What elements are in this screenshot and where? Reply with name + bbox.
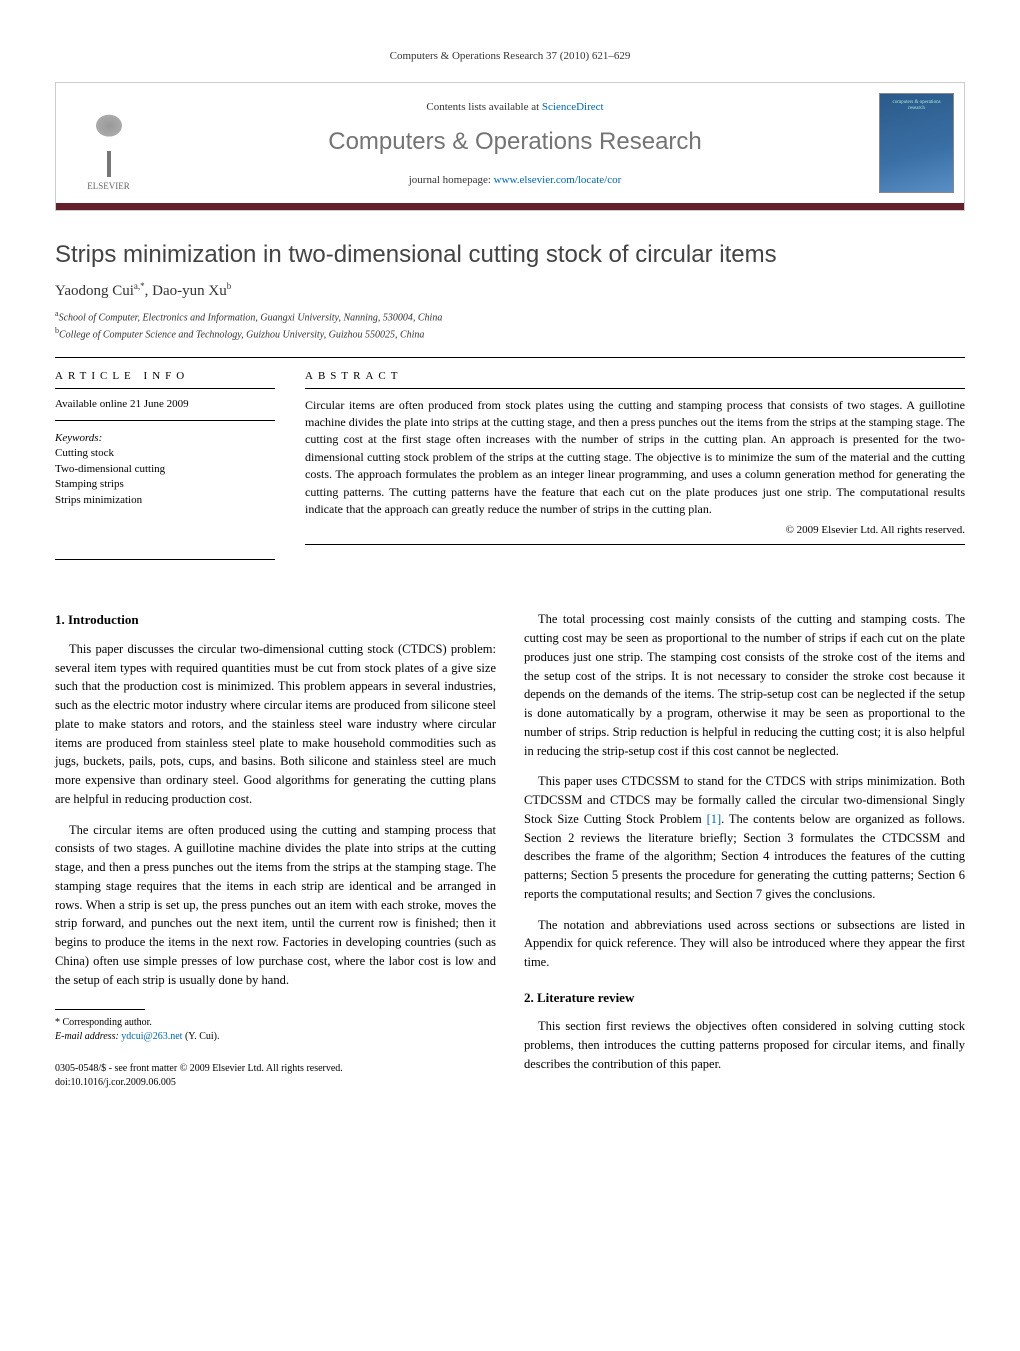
abstract-divider <box>305 388 965 389</box>
contents-prefix: Contents lists available at <box>426 101 541 113</box>
author-1: Yaodong Cui <box>55 283 134 299</box>
banner-top: ELSEVIER Contents lists available at Sci… <box>56 83 964 203</box>
email-label: E-mail address: <box>55 1031 121 1042</box>
abstract-column: ABSTRACT Circular items are often produc… <box>305 370 965 546</box>
affiliations: aSchool of Computer, Electronics and Inf… <box>55 308 965 343</box>
paragraph-2: The circular items are often produced us… <box>55 821 496 990</box>
divider <box>55 357 965 358</box>
email-after: (Y. Cui). <box>182 1031 219 1042</box>
section-2-heading: 2. Literature review <box>524 988 965 1008</box>
abstract-heading: ABSTRACT <box>305 370 965 382</box>
paragraph-5: The notation and abbreviations used acro… <box>524 916 965 972</box>
homepage-link[interactable]: www.elsevier.com/locate/cor <box>494 174 622 186</box>
keyword-4: Strips minimization <box>55 493 275 508</box>
footnote-separator <box>55 1009 145 1010</box>
body-columns: 1. Introduction This paper discusses the… <box>55 610 965 1090</box>
keyword-2: Two-dimensional cutting <box>55 462 275 477</box>
section-1-heading: 1. Introduction <box>55 610 496 630</box>
abstract-text: Circular items are often produced from s… <box>305 397 965 519</box>
authors: Yaodong Cuia,*, Dao-yun Xub <box>55 281 965 300</box>
elsevier-logo: ELSEVIER <box>66 96 151 191</box>
journal-banner: ELSEVIER Contents lists available at Sci… <box>55 82 965 211</box>
corresponding-author-note: * Corresponding author. <box>55 1016 496 1030</box>
left-column: 1. Introduction This paper discusses the… <box>55 610 496 1090</box>
homepage-prefix: journal homepage: <box>409 174 494 186</box>
cover-text: computers & operations research <box>884 100 949 112</box>
banner-center: Contents lists available at ScienceDirec… <box>151 101 879 186</box>
issn-line: 0305-0548/$ - see front matter © 2009 El… <box>55 1062 496 1076</box>
affiliation-a: aSchool of Computer, Electronics and Inf… <box>55 308 965 325</box>
info-divider-2 <box>55 420 275 421</box>
reference-link-1[interactable]: [1] <box>707 812 722 826</box>
page: Computers & Operations Research 37 (2010… <box>0 0 1020 1140</box>
article-info-heading: ARTICLE INFO <box>55 370 275 382</box>
keyword-3: Stamping strips <box>55 477 275 492</box>
email-line: E-mail address: ydcui@263.net (Y. Cui). <box>55 1030 496 1044</box>
paragraph-1: This paper discusses the circular two-di… <box>55 640 496 809</box>
abstract-divider-bottom <box>305 544 965 545</box>
paragraph-6: This section first reviews the objective… <box>524 1017 965 1073</box>
footnote-block: * Corresponding author. E-mail address: … <box>55 1016 496 1044</box>
banner-color-bar <box>56 203 964 210</box>
affiliation-b: bCollege of Computer Science and Technol… <box>55 325 965 342</box>
publisher-label: ELSEVIER <box>87 181 130 191</box>
info-divider <box>55 388 275 389</box>
homepage-line: journal homepage: www.elsevier.com/locat… <box>151 174 879 186</box>
keyword-1: Cutting stock <box>55 446 275 461</box>
info-abstract-row: ARTICLE INFO Available online 21 June 20… <box>55 370 965 546</box>
paragraph-4: This paper uses CTDCSSM to stand for the… <box>524 772 965 903</box>
keywords-label: Keywords: <box>55 431 275 446</box>
bottom-info: 0305-0548/$ - see front matter © 2009 El… <box>55 1062 496 1090</box>
elsevier-tree-icon <box>79 112 139 177</box>
right-column: The total processing cost mainly consist… <box>524 610 965 1090</box>
abstract-copyright: © 2009 Elsevier Ltd. All rights reserved… <box>305 524 965 536</box>
sciencedirect-link[interactable]: ScienceDirect <box>542 101 604 113</box>
article-title: Strips minimization in two-dimensional c… <box>55 241 965 269</box>
doi-line: doi:10.1016/j.cor.2009.06.005 <box>55 1076 496 1090</box>
author-2-aff: b <box>227 281 232 291</box>
running-head: Computers & Operations Research 37 (2010… <box>55 50 965 62</box>
journal-name: Computers & Operations Research <box>151 128 879 156</box>
info-bottom-divider <box>55 559 275 560</box>
available-online: Available online 21 June 2009 <box>55 397 275 412</box>
paragraph-3: The total processing cost mainly consist… <box>524 610 965 760</box>
email-link[interactable]: ydcui@263.net <box>121 1031 182 1042</box>
contents-line: Contents lists available at ScienceDirec… <box>151 101 879 113</box>
journal-cover-thumbnail: computers & operations research <box>879 93 954 193</box>
article-info-column: ARTICLE INFO Available online 21 June 20… <box>55 370 275 546</box>
author-2: Dao-yun Xu <box>152 283 227 299</box>
